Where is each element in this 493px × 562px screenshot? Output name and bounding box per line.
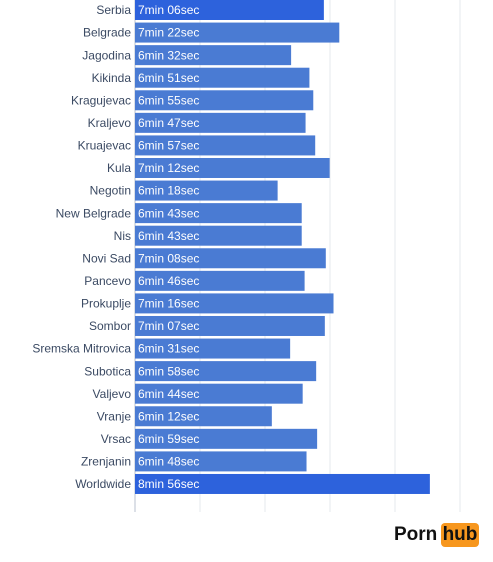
value-label: 7min 12sec xyxy=(138,161,199,175)
value-label: 6min 32sec xyxy=(138,48,199,62)
category-label: Kikinda xyxy=(92,71,132,85)
value-label: 6min 31sec xyxy=(138,342,199,356)
category-label: Kruajevac xyxy=(78,139,131,153)
value-label: 6min 47sec xyxy=(138,116,199,130)
category-label: Serbia xyxy=(96,3,131,17)
category-label: Novi Sad xyxy=(82,251,131,265)
category-label: Kragujevac xyxy=(71,93,131,107)
category-label: Vranje xyxy=(97,409,132,423)
bar xyxy=(135,248,326,269)
bar xyxy=(135,90,314,111)
category-label: Belgrade xyxy=(83,26,131,40)
category-label: Sombor xyxy=(89,319,131,333)
bar xyxy=(135,293,334,314)
bar xyxy=(135,22,340,43)
value-label: 6min 43sec xyxy=(138,229,199,243)
value-label: 6min 59sec xyxy=(138,432,199,446)
category-label: Worldwide xyxy=(75,477,131,491)
value-label: 7min 06sec xyxy=(138,3,199,17)
value-label: 6min 48sec xyxy=(138,455,199,469)
value-label: 7min 08sec xyxy=(138,251,199,265)
bar xyxy=(135,270,305,291)
bar xyxy=(135,225,302,246)
category-label: Negotin xyxy=(90,184,131,198)
category-label: Zrenjanin xyxy=(81,455,131,469)
bar xyxy=(135,428,318,449)
logo: Porn hub xyxy=(394,523,479,547)
bar xyxy=(135,45,292,66)
bar xyxy=(135,315,325,336)
value-label: 6min 51sec xyxy=(138,71,199,85)
value-label: 6min 58sec xyxy=(138,364,199,378)
logo-left: Porn xyxy=(394,524,437,545)
value-label: 6min 44sec xyxy=(138,387,199,401)
value-label: 6min 43sec xyxy=(138,206,199,220)
bar xyxy=(135,451,307,472)
value-label: 6min 46sec xyxy=(138,274,199,288)
category-label: Kraljevo xyxy=(88,116,132,130)
category-label: Vrsac xyxy=(101,432,131,446)
bar xyxy=(135,203,302,224)
bar xyxy=(135,338,291,359)
bar xyxy=(135,383,303,404)
bar xyxy=(135,406,272,427)
bar xyxy=(135,67,310,88)
logo-box xyxy=(441,523,479,547)
value-label: 6min 12sec xyxy=(138,409,199,423)
bar xyxy=(135,473,430,494)
category-label: Subotica xyxy=(84,364,131,378)
bar xyxy=(135,135,316,156)
value-label: 7min 22sec xyxy=(138,26,199,40)
category-label: Pancevo xyxy=(84,274,131,288)
value-label: 6min 55sec xyxy=(138,93,199,107)
category-label: New Belgrade xyxy=(56,206,132,220)
category-label: Prokuplje xyxy=(81,297,131,311)
value-label: 8min 56sec xyxy=(138,477,199,491)
category-label: Sremska Mitrovica xyxy=(32,342,131,356)
category-label: Kula xyxy=(107,161,131,175)
value-label: 7min 07sec xyxy=(138,319,199,333)
value-label: 7min 16sec xyxy=(138,297,199,311)
category-label: Jagodina xyxy=(82,48,131,62)
bar xyxy=(135,157,330,178)
bar xyxy=(135,0,324,20)
category-label: Valjevo xyxy=(93,387,132,401)
category-label: Nis xyxy=(114,229,131,243)
value-label: 6min 57sec xyxy=(138,139,199,153)
bar xyxy=(135,180,278,201)
bar xyxy=(135,361,317,382)
logo-right: hub xyxy=(443,524,478,545)
bar xyxy=(135,112,306,133)
value-label: 6min 18sec xyxy=(138,184,199,198)
